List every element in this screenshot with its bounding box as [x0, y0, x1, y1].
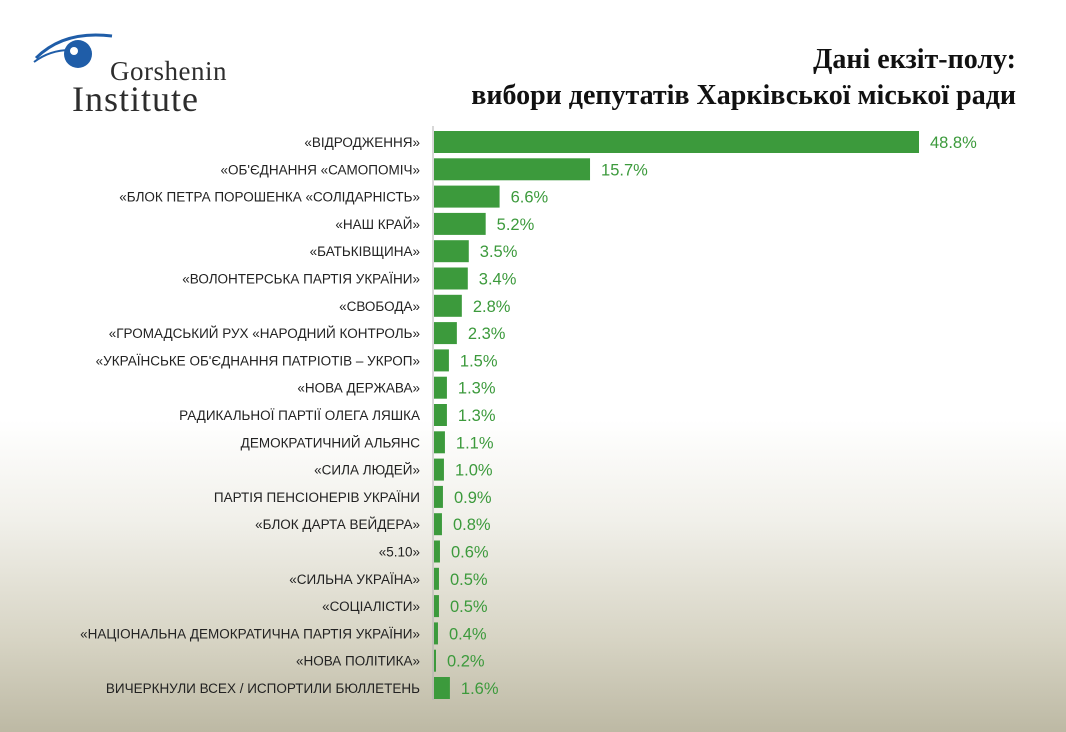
category-label: «ВІДРОДЖЕННЯ» [304, 135, 420, 150]
bar [434, 404, 447, 426]
value-label: 5.2% [497, 216, 535, 234]
value-label: 0.5% [450, 571, 488, 589]
value-label: 1.3% [458, 407, 496, 425]
bar [434, 267, 468, 290]
bar [434, 513, 442, 536]
eye-logo-icon [33, 33, 113, 68]
category-label: «НОВА ДЕРЖАВА» [297, 381, 420, 396]
bar [434, 322, 457, 345]
bar [434, 595, 439, 618]
value-label: 0.4% [449, 625, 487, 643]
logo-text-institute: Institute [72, 79, 199, 119]
category-label: «БЛОК ДАРТА ВЕЙДЕРА» [255, 517, 420, 532]
value-label: 0.8% [453, 516, 491, 534]
category-label: «НАЦІОНАЛЬНА ДЕМОКРАТИЧНА ПАРТІЯ УКРАЇНИ… [80, 626, 420, 641]
bar [434, 431, 445, 454]
bar [434, 540, 440, 563]
category-label: «СВОБОДА» [339, 299, 420, 314]
bar [434, 458, 444, 481]
bar [434, 485, 443, 508]
bar [434, 294, 462, 317]
category-label: «НОВА ПОЛІТИКА» [296, 654, 420, 669]
value-label: 1.6% [461, 680, 499, 698]
value-label: 1.1% [456, 434, 494, 452]
bar [434, 185, 500, 208]
category-label: «СИЛА ЛЮДЕЙ» [314, 463, 420, 478]
category-label: «СИЛЬНА УКРАЇНА» [289, 572, 420, 587]
value-label: 1.3% [458, 380, 496, 398]
value-label: 48.8% [930, 134, 977, 152]
category-label: «НАШ КРАЙ» [335, 217, 420, 232]
page-title: Дані екзіт-полу: вибори депутатів Харків… [471, 42, 1016, 114]
value-label: 0.5% [450, 598, 488, 616]
bar [434, 131, 919, 153]
category-label: «ГРОМАДСЬКИЙ РУХ «НАРОДНИЙ КОНТРОЛЬ» [109, 326, 420, 341]
logo-text-gorshenin: Gorshenin [110, 56, 227, 86]
title-line-1: Дані екзіт-полу: [813, 44, 1016, 75]
bar [434, 376, 447, 399]
bar [434, 622, 438, 645]
category-label: ВИЧЕРКНУЛИ ВСЕХ / ИСПОРТИЛИ БЮЛЛЕТЕНЬ [106, 681, 420, 696]
value-label: 2.8% [473, 298, 511, 316]
bar [434, 567, 439, 590]
value-label: 1.0% [455, 462, 493, 480]
bar [434, 158, 591, 181]
value-label: 2.3% [468, 325, 506, 343]
category-label: «БЛОК ПЕТРА ПОРОШЕНКА «СОЛІДАРНІСТЬ» [119, 190, 420, 205]
bar [434, 212, 486, 235]
value-label: 0.2% [447, 653, 485, 671]
value-label: 6.6% [511, 189, 549, 207]
category-label: «БАТЬКІВЩИНА» [310, 244, 420, 259]
value-label: 3.4% [479, 271, 517, 289]
category-label: «СОЦІАЛІСТИ» [322, 599, 420, 614]
category-label: «ОБ'ЄДНАННЯ «САМОПОМІЧ» [221, 162, 420, 177]
category-label: ПАРТІЯ ПЕНСІОНЕРІВ УКРАЇНИ [214, 490, 420, 505]
bar [434, 677, 450, 699]
value-label: 3.5% [480, 243, 518, 261]
bar [434, 649, 436, 672]
value-label: 15.7% [601, 161, 648, 179]
category-label: «5.10» [379, 545, 420, 560]
category-label: «ВОЛОНТЕРСЬКА ПАРТІЯ УКРАЇНИ» [182, 272, 420, 287]
bar [434, 240, 469, 263]
brand-logo: Gorshenin Institute [30, 22, 240, 122]
value-label: 0.9% [454, 489, 492, 507]
category-label: ДЕМОКРАТИЧНИЙ АЛЬЯНС [241, 435, 421, 450]
category-label: РАДИКАЛЬНОЇ ПАРТІЇ ОЛЕГА ЛЯШКА [179, 408, 420, 423]
value-label: 1.5% [460, 352, 498, 370]
value-label: 0.6% [451, 544, 489, 562]
bar [434, 349, 449, 372]
category-label: «УКРАЇНСЬКЕ ОБ'ЄДНАННЯ ПАТРІОТІВ – УКРОП… [96, 353, 420, 368]
title-line-2: вибори депутатів Харківської міської рад… [471, 80, 1016, 111]
